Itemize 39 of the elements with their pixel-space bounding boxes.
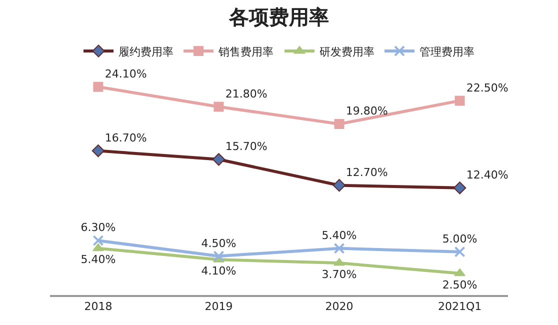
data-label: 5.40% xyxy=(80,253,116,266)
point xyxy=(332,178,346,192)
point xyxy=(93,82,104,92)
point xyxy=(453,182,466,194)
point xyxy=(454,268,466,276)
point xyxy=(212,153,226,166)
data-label: 2.50% xyxy=(442,278,478,292)
data-label: 24.10% xyxy=(104,68,147,81)
point xyxy=(92,243,104,252)
data-label: 22.50% xyxy=(466,81,508,94)
data-label: 5.00% xyxy=(442,232,478,246)
x-tick-label: 2019 xyxy=(204,300,233,314)
data-label: 15.70% xyxy=(225,140,268,154)
point xyxy=(454,96,465,106)
legend-label: 管理费用率 xyxy=(420,45,474,58)
x-tick-label: 2020 xyxy=(325,300,354,314)
data-label: 4.10% xyxy=(201,264,236,278)
point xyxy=(92,235,104,246)
data-label: 4.50% xyxy=(201,236,236,250)
point xyxy=(213,250,224,262)
data-label: 3.70% xyxy=(322,268,357,281)
data-label: 5.40% xyxy=(322,228,357,242)
legend-label: 研发费用率 xyxy=(320,45,374,58)
legend-label: 履约费用率 xyxy=(118,45,174,58)
data-label: 12.70% xyxy=(346,166,388,179)
x-tick-label: 2021Q1 xyxy=(438,300,482,314)
point xyxy=(214,102,224,112)
point xyxy=(454,246,466,258)
data-label: 16.70% xyxy=(104,131,147,144)
legend-label: 销售费用率 xyxy=(218,45,274,58)
chart-title: 各项费用率 xyxy=(228,4,329,29)
point xyxy=(334,119,344,130)
data-label: 6.30% xyxy=(80,221,116,234)
data-label: 12.40% xyxy=(466,168,508,182)
data-label: 19.80% xyxy=(346,104,388,118)
point xyxy=(92,144,105,158)
x-tick-label: 2018 xyxy=(84,300,112,314)
data-label: 21.80% xyxy=(225,87,268,100)
point xyxy=(334,242,345,254)
